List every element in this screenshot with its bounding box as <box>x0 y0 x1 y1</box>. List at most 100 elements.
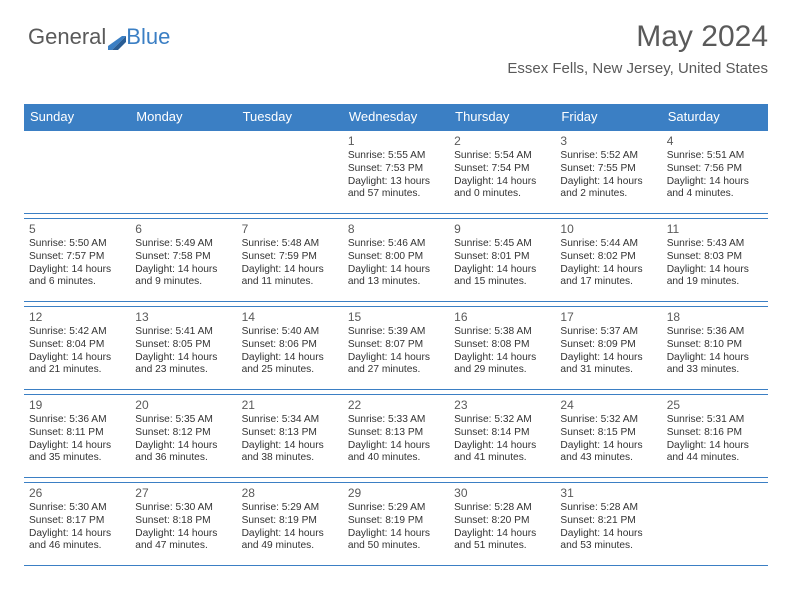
day-number: 24 <box>560 398 656 413</box>
day-number: 29 <box>348 486 444 501</box>
day-number: 7 <box>242 222 338 237</box>
day-number: 28 <box>242 486 338 501</box>
day-info: Sunrise: 5:32 AMSunset: 8:15 PMDaylight:… <box>560 414 656 465</box>
day-cell: 18Sunrise: 5:36 AMSunset: 8:10 PMDayligh… <box>662 307 768 389</box>
day-cell: 20Sunrise: 5:35 AMSunset: 8:12 PMDayligh… <box>130 395 236 477</box>
day-number: 21 <box>242 398 338 413</box>
day-number: 10 <box>560 222 656 237</box>
day-number: 15 <box>348 310 444 325</box>
day-number: 6 <box>135 222 231 237</box>
day-number: 17 <box>560 310 656 325</box>
weekday-header: Saturday <box>662 104 768 130</box>
weekday-header: Sunday <box>24 104 130 130</box>
weekday-header: Friday <box>555 104 661 130</box>
day-info: Sunrise: 5:40 AMSunset: 8:06 PMDaylight:… <box>242 326 338 377</box>
day-cell: 11Sunrise: 5:43 AMSunset: 8:03 PMDayligh… <box>662 219 768 301</box>
day-cell: 24Sunrise: 5:32 AMSunset: 8:15 PMDayligh… <box>555 395 661 477</box>
week-row: 1Sunrise: 5:55 AMSunset: 7:53 PMDaylight… <box>24 130 768 214</box>
day-info: Sunrise: 5:32 AMSunset: 8:14 PMDaylight:… <box>454 414 550 465</box>
day-cell: 16Sunrise: 5:38 AMSunset: 8:08 PMDayligh… <box>449 307 555 389</box>
logo-text-blue: Blue <box>126 24 170 50</box>
week-row: 5Sunrise: 5:50 AMSunset: 7:57 PMDaylight… <box>24 218 768 302</box>
day-number: 31 <box>560 486 656 501</box>
day-cell: 19Sunrise: 5:36 AMSunset: 8:11 PMDayligh… <box>24 395 130 477</box>
day-cell: 25Sunrise: 5:31 AMSunset: 8:16 PMDayligh… <box>662 395 768 477</box>
day-cell <box>662 483 768 565</box>
week-row: 26Sunrise: 5:30 AMSunset: 8:17 PMDayligh… <box>24 482 768 566</box>
day-info: Sunrise: 5:36 AMSunset: 8:11 PMDaylight:… <box>29 414 125 465</box>
day-number: 18 <box>667 310 763 325</box>
day-number: 30 <box>454 486 550 501</box>
day-info: Sunrise: 5:43 AMSunset: 8:03 PMDaylight:… <box>667 238 763 289</box>
weekday-header: Tuesday <box>237 104 343 130</box>
day-cell: 30Sunrise: 5:28 AMSunset: 8:20 PMDayligh… <box>449 483 555 565</box>
day-cell: 26Sunrise: 5:30 AMSunset: 8:17 PMDayligh… <box>24 483 130 565</box>
day-info: Sunrise: 5:28 AMSunset: 8:20 PMDaylight:… <box>454 502 550 553</box>
day-info: Sunrise: 5:38 AMSunset: 8:08 PMDaylight:… <box>454 326 550 377</box>
day-cell: 12Sunrise: 5:42 AMSunset: 8:04 PMDayligh… <box>24 307 130 389</box>
day-cell: 28Sunrise: 5:29 AMSunset: 8:19 PMDayligh… <box>237 483 343 565</box>
day-info: Sunrise: 5:29 AMSunset: 8:19 PMDaylight:… <box>348 502 444 553</box>
day-info: Sunrise: 5:33 AMSunset: 8:13 PMDaylight:… <box>348 414 444 465</box>
day-number: 20 <box>135 398 231 413</box>
day-number: 5 <box>29 222 125 237</box>
page-title: May 2024 <box>507 20 768 54</box>
day-cell: 2Sunrise: 5:54 AMSunset: 7:54 PMDaylight… <box>449 131 555 213</box>
day-info: Sunrise: 5:37 AMSunset: 8:09 PMDaylight:… <box>560 326 656 377</box>
day-cell <box>130 131 236 213</box>
day-info: Sunrise: 5:51 AMSunset: 7:56 PMDaylight:… <box>667 150 763 201</box>
day-number: 25 <box>667 398 763 413</box>
day-info: Sunrise: 5:34 AMSunset: 8:13 PMDaylight:… <box>242 414 338 465</box>
logo: General Blue <box>28 24 170 50</box>
day-cell: 29Sunrise: 5:29 AMSunset: 8:19 PMDayligh… <box>343 483 449 565</box>
day-info: Sunrise: 5:41 AMSunset: 8:05 PMDaylight:… <box>135 326 231 377</box>
day-cell <box>24 131 130 213</box>
day-number: 13 <box>135 310 231 325</box>
day-number: 26 <box>29 486 125 501</box>
day-cell: 15Sunrise: 5:39 AMSunset: 8:07 PMDayligh… <box>343 307 449 389</box>
day-cell: 7Sunrise: 5:48 AMSunset: 7:59 PMDaylight… <box>237 219 343 301</box>
day-info: Sunrise: 5:29 AMSunset: 8:19 PMDaylight:… <box>242 502 338 553</box>
day-info: Sunrise: 5:39 AMSunset: 8:07 PMDaylight:… <box>348 326 444 377</box>
day-number: 12 <box>29 310 125 325</box>
day-cell: 22Sunrise: 5:33 AMSunset: 8:13 PMDayligh… <box>343 395 449 477</box>
day-info: Sunrise: 5:44 AMSunset: 8:02 PMDaylight:… <box>560 238 656 289</box>
day-cell: 13Sunrise: 5:41 AMSunset: 8:05 PMDayligh… <box>130 307 236 389</box>
day-info: Sunrise: 5:48 AMSunset: 7:59 PMDaylight:… <box>242 238 338 289</box>
day-number: 3 <box>560 134 656 149</box>
day-cell: 31Sunrise: 5:28 AMSunset: 8:21 PMDayligh… <box>555 483 661 565</box>
day-number: 22 <box>348 398 444 413</box>
day-number: 27 <box>135 486 231 501</box>
day-number: 11 <box>667 222 763 237</box>
day-info: Sunrise: 5:49 AMSunset: 7:58 PMDaylight:… <box>135 238 231 289</box>
day-cell: 27Sunrise: 5:30 AMSunset: 8:18 PMDayligh… <box>130 483 236 565</box>
day-cell: 21Sunrise: 5:34 AMSunset: 8:13 PMDayligh… <box>237 395 343 477</box>
day-info: Sunrise: 5:46 AMSunset: 8:00 PMDaylight:… <box>348 238 444 289</box>
day-cell: 17Sunrise: 5:37 AMSunset: 8:09 PMDayligh… <box>555 307 661 389</box>
day-number: 19 <box>29 398 125 413</box>
day-cell: 4Sunrise: 5:51 AMSunset: 7:56 PMDaylight… <box>662 131 768 213</box>
weekday-header: Thursday <box>449 104 555 130</box>
day-info: Sunrise: 5:42 AMSunset: 8:04 PMDaylight:… <box>29 326 125 377</box>
day-info: Sunrise: 5:50 AMSunset: 7:57 PMDaylight:… <box>29 238 125 289</box>
day-info: Sunrise: 5:30 AMSunset: 8:17 PMDaylight:… <box>29 502 125 553</box>
day-number: 14 <box>242 310 338 325</box>
day-info: Sunrise: 5:45 AMSunset: 8:01 PMDaylight:… <box>454 238 550 289</box>
week-row: 19Sunrise: 5:36 AMSunset: 8:11 PMDayligh… <box>24 394 768 478</box>
weekday-header: Wednesday <box>343 104 449 130</box>
week-row: 12Sunrise: 5:42 AMSunset: 8:04 PMDayligh… <box>24 306 768 390</box>
day-cell: 14Sunrise: 5:40 AMSunset: 8:06 PMDayligh… <box>237 307 343 389</box>
day-cell: 3Sunrise: 5:52 AMSunset: 7:55 PMDaylight… <box>555 131 661 213</box>
day-info: Sunrise: 5:31 AMSunset: 8:16 PMDaylight:… <box>667 414 763 465</box>
logo-text-general: General <box>28 24 106 50</box>
day-info: Sunrise: 5:55 AMSunset: 7:53 PMDaylight:… <box>348 150 444 201</box>
day-cell: 10Sunrise: 5:44 AMSunset: 8:02 PMDayligh… <box>555 219 661 301</box>
day-info: Sunrise: 5:30 AMSunset: 8:18 PMDaylight:… <box>135 502 231 553</box>
day-info: Sunrise: 5:54 AMSunset: 7:54 PMDaylight:… <box>454 150 550 201</box>
calendar: SundayMondayTuesdayWednesdayThursdayFrid… <box>24 104 768 570</box>
weekday-header: Monday <box>130 104 236 130</box>
day-number: 9 <box>454 222 550 237</box>
day-number: 8 <box>348 222 444 237</box>
day-cell <box>237 131 343 213</box>
day-cell: 8Sunrise: 5:46 AMSunset: 8:00 PMDaylight… <box>343 219 449 301</box>
